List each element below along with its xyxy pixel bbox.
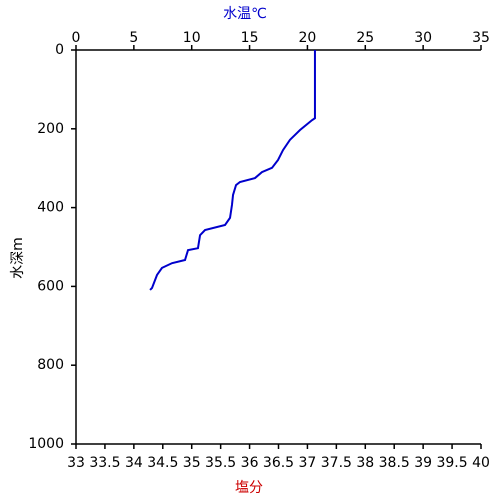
bottom-tick-label: 39 bbox=[414, 455, 432, 471]
bottom-tick-label: 36.5 bbox=[263, 455, 294, 471]
bottom-tick-label: 34.5 bbox=[147, 455, 178, 471]
bottom-tick-label: 37.5 bbox=[321, 455, 352, 471]
y-tick-label: 200 bbox=[37, 121, 64, 137]
top-tick-label: 25 bbox=[356, 30, 374, 46]
y-axis-title: 水深m bbox=[10, 237, 26, 279]
top-tick-label: 20 bbox=[299, 30, 317, 46]
bottom-tick-label: 39.5 bbox=[436, 455, 467, 471]
bottom-tick-label: 34 bbox=[125, 455, 143, 471]
bottom-tick-label: 38.5 bbox=[379, 455, 410, 471]
bottom-tick-label: 40 bbox=[472, 455, 490, 471]
bottom-tick-label: 38 bbox=[356, 455, 374, 471]
top-tick-label: 0 bbox=[72, 30, 81, 46]
y-tick-label: 600 bbox=[37, 278, 64, 294]
bottom-tick-label: 33.5 bbox=[89, 455, 120, 471]
bottom-tick-label: 35 bbox=[183, 455, 201, 471]
bottom-tick-label: 33 bbox=[67, 455, 85, 471]
top-tick-label: 10 bbox=[183, 30, 201, 46]
bottom-tick-label: 37 bbox=[299, 455, 317, 471]
y-tick-label: 800 bbox=[37, 357, 64, 373]
profile-line bbox=[149, 50, 316, 291]
y-tick-label: 400 bbox=[37, 200, 64, 216]
bottom-tick-label: 35.5 bbox=[205, 455, 236, 471]
y-tick-label: 0 bbox=[55, 42, 64, 58]
top-tick-label: 35 bbox=[472, 30, 490, 46]
bottom-axis-title: 塩分 bbox=[235, 480, 263, 496]
top-tick-label: 5 bbox=[129, 30, 138, 46]
y-tick-label: 1000 bbox=[28, 436, 64, 452]
top-axis-title: 水温℃ bbox=[223, 6, 267, 22]
top-tick-label: 30 bbox=[414, 30, 432, 46]
top-tick-label: 15 bbox=[241, 30, 259, 46]
bottom-tick-label: 36 bbox=[241, 455, 259, 471]
